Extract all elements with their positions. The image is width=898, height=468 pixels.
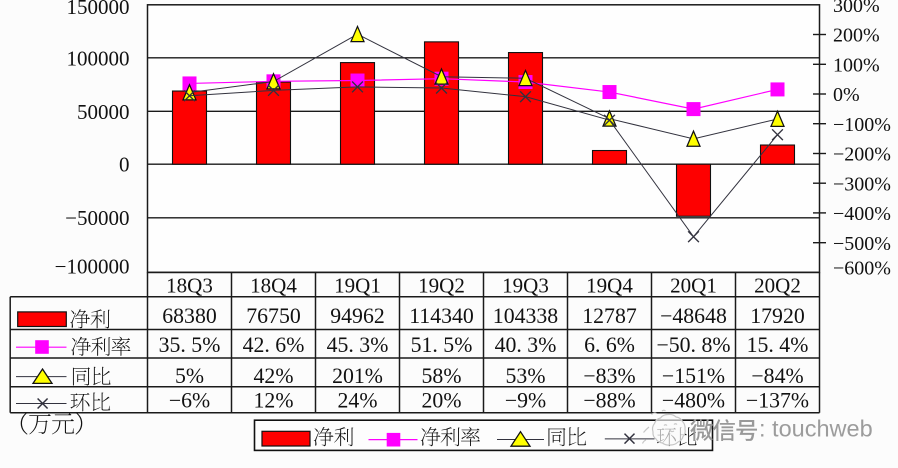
- svg-text:42%: 42%: [254, 364, 294, 388]
- svg-text:12787: 12787: [582, 304, 637, 328]
- svg-text:19Q4: 19Q4: [586, 273, 633, 297]
- svg-text:6. 6%: 6. 6%: [584, 333, 635, 357]
- svg-text:20%: 20%: [422, 389, 462, 413]
- svg-text:15. 4%: 15. 4%: [747, 333, 809, 357]
- svg-text:5%: 5%: [175, 364, 204, 388]
- svg-text:201%: 201%: [332, 364, 383, 388]
- svg-text:45. 3%: 45. 3%: [327, 333, 389, 357]
- svg-text:18Q4: 18Q4: [250, 273, 297, 297]
- svg-text:104338: 104338: [493, 304, 558, 328]
- svg-text:−100000: −100000: [55, 254, 130, 278]
- svg-text:17920: 17920: [750, 304, 805, 328]
- svg-text:−50000: −50000: [65, 206, 129, 230]
- svg-text:100000: 100000: [67, 46, 130, 70]
- svg-text:−400%: −400%: [833, 203, 891, 225]
- svg-text:40. 3%: 40. 3%: [495, 333, 557, 357]
- svg-text:0: 0: [119, 153, 130, 177]
- svg-text:−500%: −500%: [833, 233, 891, 255]
- svg-text:300%: 300%: [833, 0, 880, 17]
- svg-text:114340: 114340: [409, 304, 474, 328]
- svg-text:42. 6%: 42. 6%: [243, 333, 305, 357]
- svg-text:35. 5%: 35. 5%: [159, 333, 221, 357]
- svg-text:68380: 68380: [162, 304, 217, 328]
- svg-text:19Q3: 19Q3: [502, 273, 549, 297]
- svg-text:−200%: −200%: [833, 144, 891, 166]
- svg-text:24%: 24%: [338, 389, 378, 413]
- svg-text:−100%: −100%: [833, 114, 891, 136]
- svg-text:20Q1: 20Q1: [670, 273, 717, 297]
- svg-text:−84%: −84%: [751, 364, 803, 388]
- svg-text:20Q2: 20Q2: [754, 273, 801, 297]
- svg-text:−6%: −6%: [169, 389, 210, 413]
- svg-text:100%: 100%: [833, 55, 880, 77]
- svg-text:58%: 58%: [422, 364, 462, 388]
- svg-text:18Q3: 18Q3: [166, 273, 213, 297]
- svg-text:19Q2: 19Q2: [418, 273, 465, 297]
- svg-text:: touchweb: : touchweb: [759, 416, 873, 442]
- svg-text:53%: 53%: [506, 364, 546, 388]
- svg-text:94962: 94962: [330, 304, 385, 328]
- svg-text:0%: 0%: [833, 84, 860, 106]
- svg-text:51. 5%: 51. 5%: [411, 333, 473, 357]
- svg-text:−9%: −9%: [505, 389, 546, 413]
- svg-text:−151%: −151%: [662, 364, 725, 388]
- svg-text:19Q1: 19Q1: [334, 273, 381, 297]
- svg-text:200%: 200%: [833, 25, 880, 47]
- svg-text:12%: 12%: [254, 389, 294, 413]
- svg-text:50000: 50000: [77, 100, 130, 124]
- svg-text:150000: 150000: [67, 0, 130, 19]
- svg-text:76750: 76750: [246, 304, 301, 328]
- svg-text:−83%: −83%: [583, 364, 635, 388]
- svg-text:−48648: −48648: [660, 304, 727, 328]
- svg-text:−600%: −600%: [833, 258, 891, 280]
- svg-text:−300%: −300%: [833, 173, 891, 195]
- svg-text:−88%: −88%: [583, 389, 635, 413]
- svg-text:−137%: −137%: [746, 389, 809, 413]
- svg-text:−480%: −480%: [662, 389, 725, 413]
- svg-text:−50. 8%: −50. 8%: [656, 333, 730, 357]
